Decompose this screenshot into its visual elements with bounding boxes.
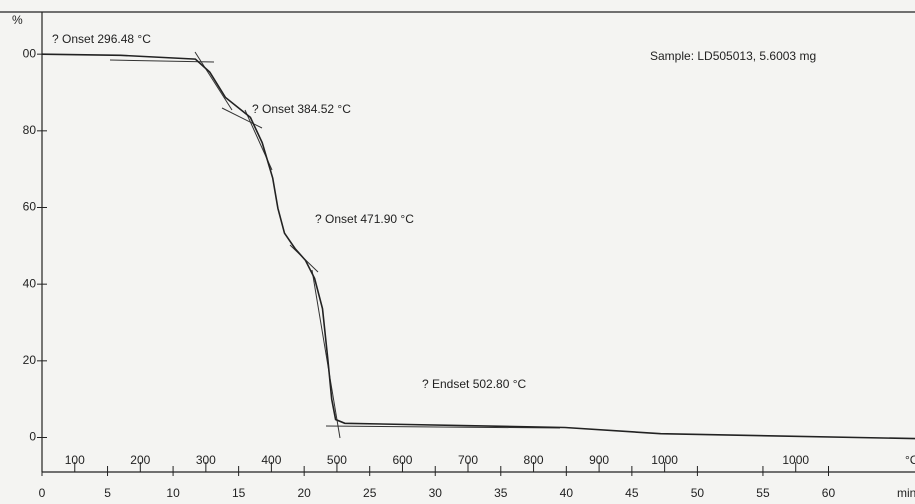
annotation: ? Onset 296.48 °C bbox=[52, 32, 151, 46]
y-tick-label: 00 bbox=[23, 46, 37, 60]
tangent bbox=[221, 107, 263, 129]
x-tick-label: 60 bbox=[822, 486, 836, 500]
x-tick-label: 15 bbox=[232, 486, 246, 500]
x2-tick-label: 100 bbox=[65, 453, 85, 467]
x2-tick-label: 1000 bbox=[782, 453, 809, 467]
x2-tick-label: 300 bbox=[196, 453, 216, 467]
y-tick-label: 0 bbox=[29, 430, 36, 444]
tangent bbox=[194, 51, 233, 111]
y-tick-label: 80 bbox=[23, 123, 37, 137]
x-tick-label: 30 bbox=[429, 486, 443, 500]
x2-tick-label: 1000 bbox=[651, 453, 678, 467]
x2-tick-label: 400 bbox=[261, 453, 281, 467]
tangent bbox=[109, 59, 215, 63]
tangent bbox=[311, 269, 341, 439]
x2-axis-label: °C bbox=[905, 453, 915, 467]
x-tick-label: 40 bbox=[560, 486, 574, 500]
y-tick-label: 40 bbox=[23, 276, 37, 290]
x2-tick-label: 700 bbox=[458, 453, 478, 467]
x2-tick-label: 200 bbox=[130, 453, 150, 467]
x-tick-label: 45 bbox=[625, 486, 639, 500]
tangent bbox=[325, 425, 561, 429]
data-line bbox=[41, 53, 915, 440]
x-tick-label: 25 bbox=[363, 486, 377, 500]
annotation: Sample: LD505013, 5.6003 mg bbox=[650, 49, 816, 63]
annotation: ? Onset 471.90 °C bbox=[315, 212, 414, 226]
y-tick-label: 60 bbox=[23, 200, 37, 214]
x2-tick-label: 500 bbox=[327, 453, 347, 467]
x-tick-label: 35 bbox=[494, 486, 508, 500]
x2-tick-label: 800 bbox=[524, 453, 544, 467]
annotation: ? Endset 502.80 °C bbox=[422, 377, 527, 391]
x2-tick-label: 600 bbox=[392, 453, 412, 467]
x-tick-label: 20 bbox=[297, 486, 311, 500]
annotation: ? Onset 384.52 °C bbox=[252, 102, 351, 116]
x-tick-label: 55 bbox=[756, 486, 770, 500]
x-tick-label: 10 bbox=[166, 486, 180, 500]
x-axis-label: min bbox=[897, 486, 915, 500]
x2-tick-label: 900 bbox=[589, 453, 609, 467]
y-tick-label: 20 bbox=[23, 353, 37, 367]
x-tick-label: 5 bbox=[104, 486, 111, 500]
y-axis-label: % bbox=[12, 13, 23, 27]
x-tick-label: 50 bbox=[691, 486, 705, 500]
x-tick-label: 0 bbox=[39, 486, 46, 500]
